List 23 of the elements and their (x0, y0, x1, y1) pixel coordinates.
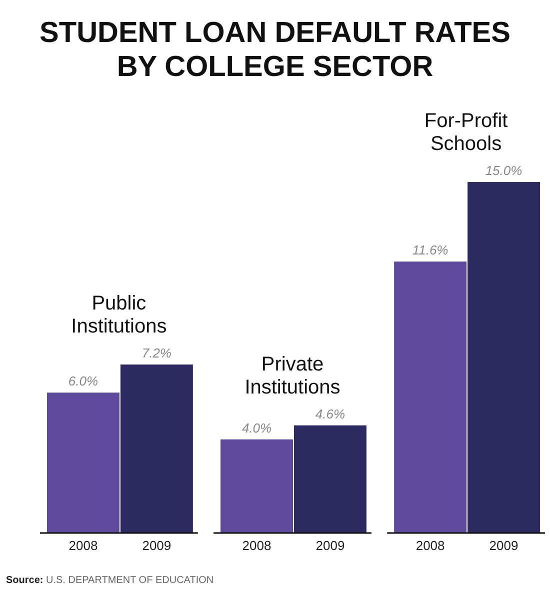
bar (394, 262, 467, 533)
data-label: 11.6% (412, 242, 448, 258)
bar (47, 392, 120, 533)
bar (220, 439, 293, 533)
data-label: 15.0% (485, 163, 522, 178)
data-label: 7.2% (142, 346, 172, 361)
x-tick-label: For-Profit Schools (424, 110, 508, 155)
bar (120, 364, 193, 533)
series-label: 2009 (142, 538, 172, 553)
series-label: 2008 (68, 538, 98, 553)
data-label: 4.0% (242, 420, 272, 436)
chart-title: STUDENT LOAN DEFAULT RATES BY COLLEGE SECTOR (40, 17, 510, 83)
source-note: Source: U.S. DEPARTMENT OF EDUCATION (6, 575, 214, 586)
text: 2008 (416, 538, 445, 553)
x-tick-label: Public Institutions (71, 292, 167, 338)
data-label: 4.6% (315, 406, 346, 422)
text: 2008 (242, 538, 272, 553)
bar (294, 425, 366, 533)
data-label: 6.0% (68, 374, 98, 389)
x-tick-label: Private Institutions (244, 353, 340, 398)
text: 2009 (316, 538, 345, 553)
text: 2009 (489, 538, 518, 553)
bar (468, 182, 540, 533)
